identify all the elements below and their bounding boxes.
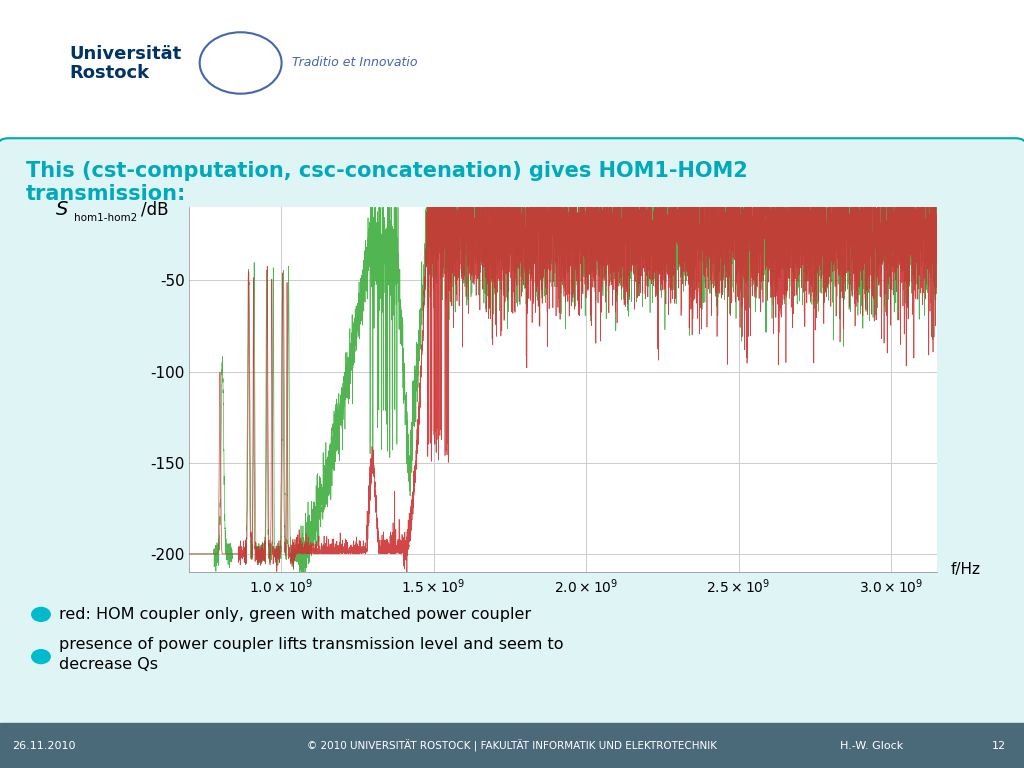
Text: This (cst-computation, csc-concatenation) gives HOM1-HOM2: This (cst-computation, csc-concatenation… (26, 161, 748, 181)
Text: f/Hz: f/Hz (950, 562, 980, 578)
Text: 26.11.2010: 26.11.2010 (12, 740, 76, 751)
Text: S: S (56, 200, 69, 219)
Text: Universität: Universität (70, 45, 182, 63)
Text: /dB: /dB (141, 201, 169, 219)
Text: Traditio et Innovatio: Traditio et Innovatio (292, 57, 418, 69)
Text: 12: 12 (991, 740, 1006, 751)
Text: red: HOM coupler only, green with matched power coupler: red: HOM coupler only, green with matche… (59, 607, 531, 622)
Text: transmission:: transmission: (26, 184, 186, 204)
Text: H.-W. Glock: H.-W. Glock (840, 740, 903, 751)
Text: Rostock: Rostock (70, 64, 150, 82)
Text: presence of power coupler lifts transmission level and seem to: presence of power coupler lifts transmis… (59, 637, 564, 652)
Text: decrease Qs: decrease Qs (59, 657, 159, 672)
Text: © 2010 UNIVERSITÄT ROSTOCK | FAKULTÄT INFORMATIK UND ELEKTROTECHNIK: © 2010 UNIVERSITÄT ROSTOCK | FAKULTÄT IN… (307, 740, 717, 752)
Text: hom1-hom2: hom1-hom2 (74, 213, 137, 223)
